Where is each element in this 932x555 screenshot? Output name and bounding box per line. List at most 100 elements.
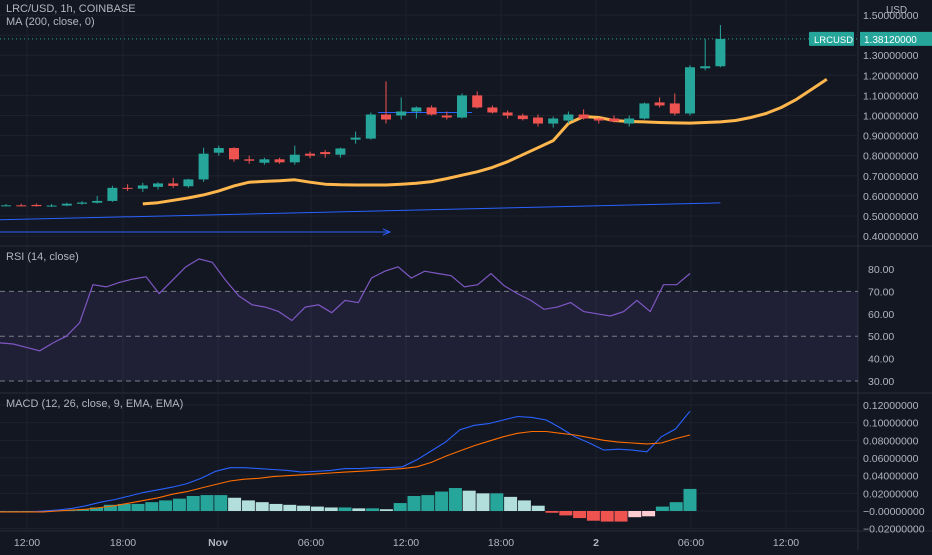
candle-body[interactable] (153, 183, 163, 187)
candle-body[interactable] (77, 202, 87, 204)
macd-histogram-bar (310, 506, 324, 511)
candle-body[interactable] (426, 107, 437, 115)
macd-histogram-bar (462, 490, 476, 511)
candle-body[interactable] (92, 200, 103, 203)
candle-body[interactable] (563, 114, 574, 121)
candle-body[interactable] (593, 118, 604, 121)
candle-body[interactable] (639, 103, 650, 119)
candle-body[interactable] (624, 118, 635, 124)
candle-body[interactable] (183, 179, 194, 187)
macd-title: MACD (12, 26, close, 9, EMA, EMA) (6, 398, 184, 410)
candle-body[interactable] (381, 114, 391, 120)
time-axis-tick-label: 2 (593, 537, 599, 549)
macd-histogram-bar (352, 508, 366, 511)
price-axis-tick-label: 0.70000000 (863, 171, 919, 183)
candle-body[interactable] (350, 137, 361, 140)
trend-arrow-head (382, 228, 392, 236)
candle-body[interactable] (654, 102, 665, 106)
candle-body[interactable] (365, 114, 376, 139)
candle-body[interactable] (487, 107, 498, 113)
ma-legend[interactable]: MA (200, close, 0) (6, 16, 95, 29)
candle-body[interactable] (715, 38, 726, 67)
macd-histogram-bar (159, 500, 173, 511)
symbol-legend[interactable]: LRC/USD, 1h, COINBASE (6, 3, 136, 16)
candle-body[interactable] (244, 159, 255, 161)
time-axis-tick-label: 18:00 (110, 537, 136, 549)
candle-body[interactable] (1, 205, 11, 207)
macd-histogram-bar (145, 502, 159, 511)
price-axis-tick-label: 1.00000000 (863, 111, 919, 123)
rsi-legend[interactable]: RSI (14, close) (6, 251, 79, 264)
rsi-axis-tick-label: 50.00 (868, 331, 894, 343)
time-axis-tick-label: Nov (208, 537, 228, 549)
candle-body[interactable] (533, 117, 543, 124)
macd-histogram-bar (476, 493, 490, 511)
candle-body[interactable] (517, 115, 528, 120)
macd-histogram-bar (131, 503, 145, 511)
macd-histogram-bar (683, 488, 697, 511)
candle-body[interactable] (700, 66, 711, 69)
candle-body[interactable] (685, 67, 695, 114)
currency-label: USD (886, 5, 907, 16)
candle-body[interactable] (229, 148, 239, 160)
macd-legend[interactable]: MACD (12, 26, close, 9, EMA, EMA) (6, 398, 183, 411)
candle-body[interactable] (457, 95, 467, 118)
macd-axis-tick-label: 0.04000000 (863, 471, 919, 483)
macd-histogram-bar (490, 493, 504, 511)
candle-body[interactable] (46, 205, 57, 207)
rsi-axis-tick-label: 70.00 (868, 286, 894, 298)
macd-histogram-bar (186, 495, 200, 511)
macd-axis-tick-label: 0.08000000 (863, 435, 919, 447)
candle-body[interactable] (472, 95, 483, 108)
candle-body[interactable] (578, 114, 589, 119)
macd-histogram-bar (117, 503, 131, 511)
rsi-title: RSI (14, close) (6, 251, 79, 263)
price-axis-tick-label: 0.40000000 (863, 231, 919, 243)
signal-line (0, 430, 691, 513)
candle-body[interactable] (502, 112, 513, 116)
macd-histogram-bar (269, 503, 283, 511)
macd-axis-tick-label: −0.00000000 (863, 506, 925, 518)
price-axis-tick-label: 1.20000000 (863, 70, 919, 82)
macd-histogram-bar (448, 488, 462, 511)
macd-histogram-bar (628, 511, 642, 518)
macd-histogram-bar (214, 495, 228, 511)
symbol-title: LRC/USD, 1h, COINBASE (6, 3, 136, 15)
candle-body[interactable] (259, 159, 270, 163)
candle-body[interactable] (335, 148, 346, 155)
candle-body[interactable] (198, 153, 209, 180)
macd-histogram-bar (228, 497, 242, 511)
candle-body[interactable] (320, 152, 331, 155)
candle-body[interactable] (61, 203, 72, 206)
candle-body[interactable] (213, 148, 224, 153)
macd-histogram-bar (324, 507, 338, 511)
candle-body[interactable] (137, 185, 148, 189)
macd-histogram-bar (393, 503, 407, 511)
macd-histogram-bar (200, 495, 214, 511)
candle-body[interactable] (669, 103, 680, 114)
candle-body[interactable] (122, 187, 133, 189)
candle-body[interactable] (289, 154, 300, 163)
candle-body[interactable] (16, 205, 27, 207)
macd-line (0, 410, 691, 513)
macd-histogram-bar (421, 495, 435, 511)
candle-body[interactable] (609, 118, 619, 122)
candle-body[interactable] (441, 115, 452, 118)
candle-body[interactable] (305, 153, 315, 156)
macd-axis-tick-label: 0.10000000 (863, 418, 919, 430)
candle-body[interactable] (274, 159, 285, 163)
candle-body[interactable] (31, 204, 42, 207)
candle-body[interactable] (107, 187, 118, 201)
price-axis-tick-label: 1.10000000 (863, 90, 919, 102)
ma-title: MA (200, close, 0) (6, 16, 95, 28)
macd-histogram-bar (559, 511, 573, 516)
macd-histogram-bar (573, 511, 587, 519)
candle-body[interactable] (411, 107, 422, 112)
macd-histogram-bar (669, 502, 683, 511)
candle-body[interactable] (548, 118, 559, 124)
candle-body[interactable] (396, 111, 407, 116)
rsi-axis-tick-label: 60.00 (868, 309, 894, 321)
candle-body[interactable] (168, 183, 179, 186)
